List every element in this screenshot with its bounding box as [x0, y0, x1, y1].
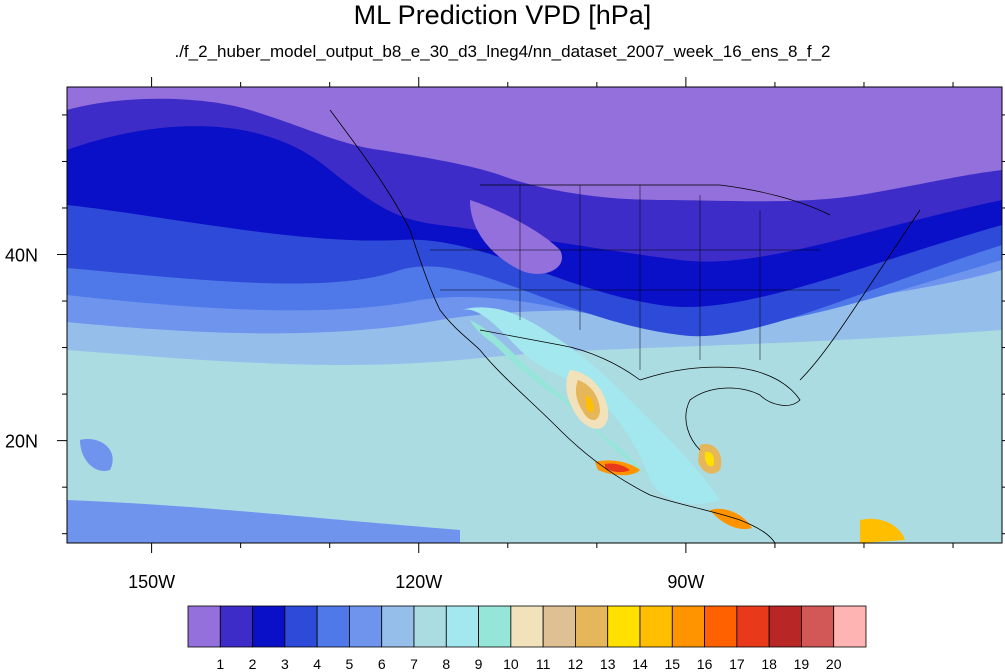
us-canada-border: [480, 184, 831, 216]
colorbar-label: 10: [503, 656, 519, 672]
colorbar-label: 15: [664, 656, 680, 672]
colorbar-label: 7: [410, 656, 418, 672]
mexico-band-10: [470, 320, 660, 485]
highlands-band-18: [605, 463, 630, 473]
colorbar: 1 2 3 4 5 6 7 8 9 10 11 12 13 14 15 16 17 18 19 20: [187, 605, 867, 672]
y-tick-label: 40N: [5, 246, 38, 266]
pacific-coastline: [329, 109, 776, 543]
gulf-coastline: [639, 366, 801, 451]
colorbar-swatch: [736, 605, 770, 648]
colorbar-label: 12: [568, 656, 584, 672]
vpd-heatmap: [67, 87, 1002, 543]
state-lines: [430, 185, 840, 370]
colorbar-label: 18: [761, 656, 777, 672]
colorbar-swatch: [381, 605, 415, 648]
colorbar-swatch: [349, 605, 383, 648]
map-frame: [66, 86, 1003, 544]
colorbar-swatch: [607, 605, 641, 648]
plateau-band-15: [585, 395, 594, 413]
colorbar-label: 3: [281, 656, 289, 672]
band-1: [67, 87, 1002, 202]
colorbar-swatch: [833, 605, 867, 648]
colorbar-swatch: [316, 605, 350, 648]
colorbar-swatch: [284, 605, 318, 648]
colorbar-swatch: [768, 605, 802, 648]
x-tick-label: 120W: [395, 572, 442, 592]
x-tick-label: 150W: [128, 572, 175, 592]
colorbar-label: 4: [313, 656, 321, 672]
colorbar-swatch: [801, 605, 835, 648]
colorbar-swatch: [671, 605, 705, 648]
band-1-inland: [470, 200, 562, 274]
colorbar-swatch: [575, 605, 609, 648]
colorbar-swatch: [413, 605, 447, 648]
colorbar-label: 6: [378, 656, 386, 672]
colorbar-label: 19: [794, 656, 810, 672]
colorbar-label: 16: [697, 656, 713, 672]
colorbar-swatch: [542, 605, 576, 648]
hawaii-band-6: [80, 439, 113, 471]
colorbar-label: 14: [632, 656, 648, 672]
atlantic-coastline: [799, 209, 921, 381]
colorbar-swatch: [704, 605, 738, 648]
colorbar-label: 2: [249, 656, 257, 672]
colorbar-label: 13: [600, 656, 616, 672]
x-axis-labels: 150W 120W 90W: [128, 572, 704, 592]
mexico-band-9: [460, 307, 720, 504]
colorbar-label: 9: [475, 656, 483, 672]
equatorial-band-6: [67, 500, 460, 543]
colorbar-swatch: [639, 605, 673, 648]
colorbar-label: 1: [216, 656, 224, 672]
colorbar-swatch: [510, 605, 544, 648]
chart-subtitle: ./f_2_huber_model_output_b8_e_30_d3_lneg…: [174, 42, 831, 61]
colorbar-swatch: [445, 605, 479, 648]
colorbar-swatch: [187, 605, 221, 648]
colorbar-swatch: [219, 605, 253, 648]
yucatan-band-14: [704, 451, 715, 467]
colorbar-swatch: [252, 605, 286, 648]
colorbar-swatch: [478, 605, 512, 648]
y-axis-labels: 20N 40N: [5, 246, 38, 452]
colorbar-label: 8: [442, 656, 450, 672]
colorbar-label: 5: [346, 656, 354, 672]
colorbar-label: 17: [729, 656, 745, 672]
y-tick-label: 20N: [5, 432, 38, 452]
venezuela-band-15: [860, 518, 905, 543]
chart-title: ML Prediction VPD [hPa]: [353, 0, 652, 30]
colorbar-label: 20: [826, 656, 842, 672]
x-tick-label: 90W: [667, 572, 704, 592]
us-mexico-border: [479, 329, 641, 381]
colorbar-label: 11: [536, 656, 551, 672]
